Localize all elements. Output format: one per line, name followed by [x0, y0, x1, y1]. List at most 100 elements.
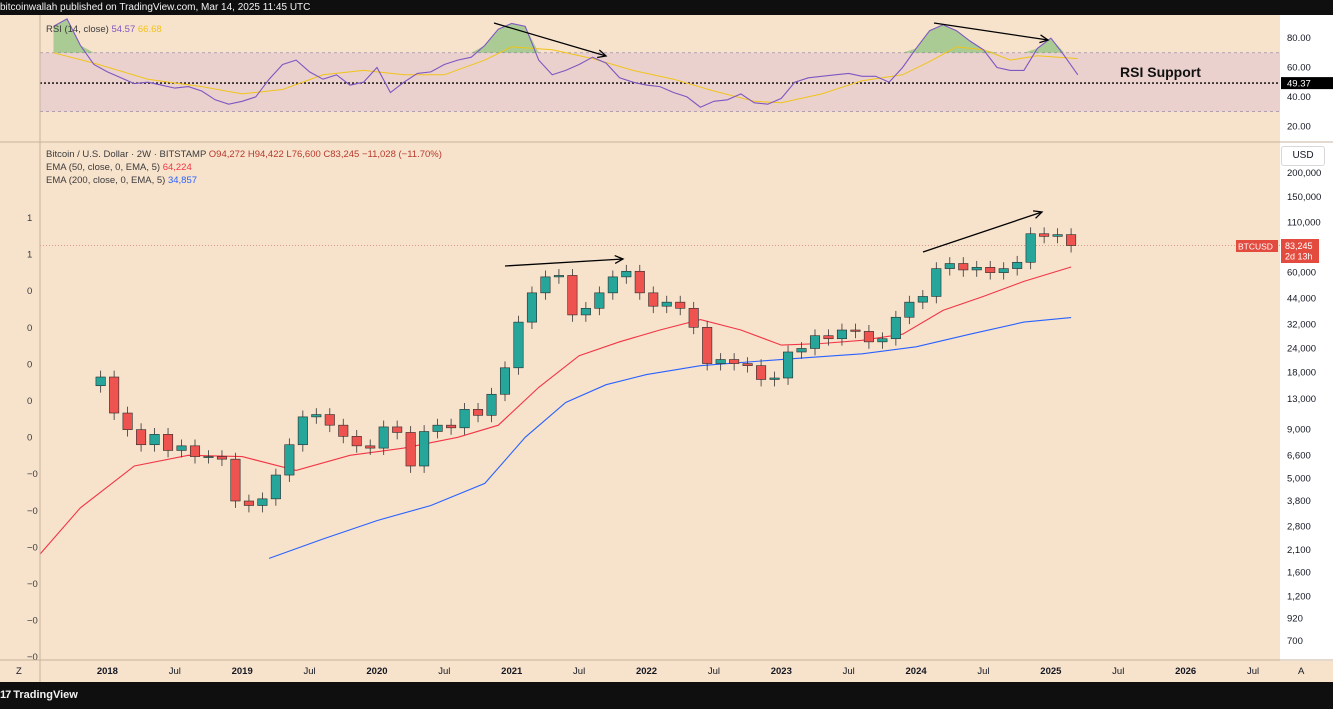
- ema50-legend-label: EMA (50, close, 0, EMA, 5): [46, 162, 163, 173]
- candle-body: [473, 409, 484, 416]
- rsi-ma-legend-value: 66.68: [138, 24, 162, 35]
- last-price-tag-box: [1281, 239, 1319, 263]
- time-axis-label: Jul: [843, 666, 855, 677]
- candle-body: [176, 445, 187, 451]
- candle-body: [783, 351, 794, 379]
- time-axis-label: 2024: [906, 666, 928, 677]
- time-axis[interactable]: 2018 Jul 2019 Jul 2020 Jul 2021 Jul 2022 Jul 2023 J…: [0, 15, 1333, 682]
- legend-close: C83,245: [323, 149, 362, 160]
- candle-body: [998, 268, 1009, 273]
- price-tick-label: 1,600: [1287, 568, 1311, 579]
- left-scale-tick-label: 0: [27, 286, 32, 297]
- price-tick-label: 200,000: [1287, 168, 1321, 179]
- time-axis-label: Jul: [169, 666, 181, 677]
- time-axis-label: 2019: [232, 666, 253, 677]
- candle-body: [284, 444, 295, 476]
- price-scale-panel[interactable]: [1280, 15, 1333, 661]
- time-axis-label: Jul: [438, 666, 450, 677]
- candle-body: [297, 416, 308, 446]
- candle-body: [432, 424, 443, 432]
- candle-body: [823, 335, 834, 340]
- ema50-legend-value: 64,224: [163, 162, 192, 173]
- rsi-support-annotation: RSI Support: [1120, 64, 1201, 80]
- publisher-text: bitcoinwallah published on TradingView.c…: [0, 2, 311, 13]
- time-axis-label: Jul: [303, 666, 315, 677]
- price-tick-label: 24,000: [1287, 343, 1316, 354]
- rsi-divergence-arrow-2021-head: [597, 49, 608, 59]
- left-scale-tick-label: −0: [27, 616, 38, 627]
- rsi-tick-label: 20.00: [1287, 121, 1311, 132]
- candle-body: [567, 275, 578, 316]
- candle-body: [675, 301, 686, 309]
- candle-body: [392, 426, 403, 433]
- left-scale-tick-label: −0: [27, 542, 38, 553]
- price-pane[interactable]: 200,000150,000110,00080,00060,00044,0003…: [27, 168, 1321, 709]
- candle-body: [971, 266, 982, 271]
- price-tick-label: 2,100: [1287, 545, 1311, 556]
- chart-labels: RSI (14, close) 54.57 66.68 RSI Support Bi…: [46, 24, 1201, 186]
- candle-body: [904, 301, 915, 318]
- candle-body: [1039, 233, 1050, 237]
- candle-body: [890, 316, 901, 340]
- candle-body: [985, 266, 996, 273]
- rsi-support-value-tag: [1281, 77, 1333, 90]
- candle-body: [769, 377, 780, 380]
- price-tick-label: 920: [1287, 613, 1303, 624]
- candle-body: [446, 424, 457, 429]
- time-axis-label: Jul: [708, 666, 720, 677]
- currency-button[interactable]: USD: [1281, 146, 1325, 166]
- rsi-pane[interactable]: 80.00 60.00 40.00 20.00 49.37: [0, 18, 1333, 143]
- left-scale-tick-label: 0: [27, 396, 32, 407]
- candle-body: [715, 359, 726, 364]
- left-scale-tick-label: −0: [27, 469, 38, 480]
- candle-body: [661, 301, 672, 307]
- candle-body: [203, 456, 214, 458]
- candle-body: [526, 292, 537, 323]
- rsi-tick-label: 80.00: [1287, 33, 1311, 44]
- candle-body: [230, 458, 241, 502]
- left-scale-tick-label: 0: [27, 323, 32, 334]
- candle-body: [944, 263, 955, 269]
- candle-body: [405, 432, 416, 467]
- candle-body: [742, 363, 753, 366]
- candle-body: [122, 412, 133, 430]
- tradingview-logo[interactable]: 17 TradingView: [0, 682, 78, 709]
- left-scale-tick-label: 1: [27, 213, 32, 224]
- countdown-text: 2d 13h: [1285, 252, 1313, 262]
- candle-body: [338, 424, 349, 437]
- candle-body: [324, 414, 335, 426]
- price-tick-label: 60,000: [1287, 268, 1316, 279]
- ema200-legend-label: EMA (200, close, 0, EMA, 5): [46, 175, 168, 186]
- rsi-support-value-text: 49.37: [1287, 79, 1311, 90]
- legend-change: −11,028 (−11.70%): [362, 149, 442, 160]
- candle-body: [257, 498, 268, 506]
- candle-body: [594, 292, 605, 309]
- legend-high: H94,422: [248, 149, 287, 160]
- price-tick-label: 3,800: [1287, 496, 1311, 507]
- candle-body: [486, 393, 497, 416]
- time-axis-label: 2020: [366, 666, 387, 677]
- candle-body: [351, 436, 362, 447]
- candle-body: [809, 335, 821, 349]
- candle-body: [149, 434, 160, 446]
- left-scale-tick-label: −0: [27, 652, 38, 663]
- rsi-legend-value: 54.57: [111, 24, 137, 35]
- ema200-legend-value: 34,857: [168, 175, 197, 186]
- candle-body: [836, 329, 847, 340]
- time-axis-label: 2025: [1040, 666, 1062, 677]
- candle-body: [553, 275, 564, 278]
- candle-body: [540, 276, 551, 294]
- price-tick-label: 150,000: [1287, 192, 1321, 203]
- candle-body: [270, 474, 281, 500]
- candle-body: [917, 296, 928, 303]
- axis-corner-right: A: [1298, 666, 1305, 677]
- candle-body: [1012, 261, 1023, 269]
- candle-body: [580, 307, 591, 316]
- last-price-text: 83,245: [1285, 241, 1313, 251]
- candle-body: [499, 367, 511, 395]
- candle-body: [958, 263, 969, 271]
- rsi-divergence-arrow-2024-head: [1039, 34, 1050, 44]
- left-scale-tick-label: 0: [27, 359, 32, 370]
- candle-body: [1066, 234, 1077, 246]
